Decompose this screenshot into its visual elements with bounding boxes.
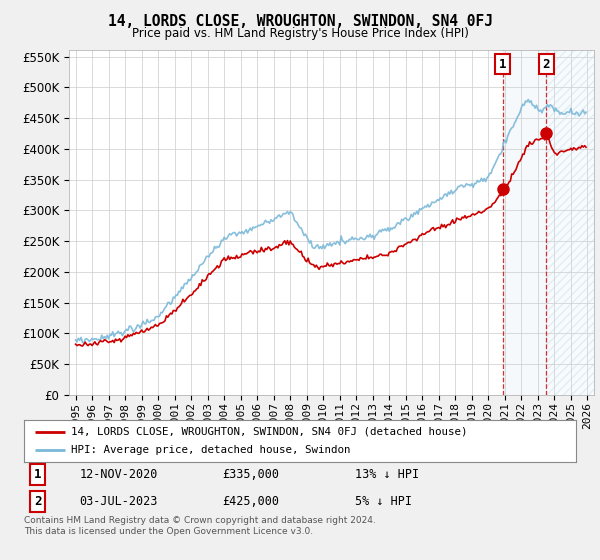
- Text: 14, LORDS CLOSE, WROUGHTON, SWINDON, SN4 0FJ (detached house): 14, LORDS CLOSE, WROUGHTON, SWINDON, SN4…: [71, 427, 467, 437]
- Text: 1: 1: [499, 58, 506, 71]
- Text: 2: 2: [34, 495, 41, 508]
- Text: 03-JUL-2023: 03-JUL-2023: [79, 495, 158, 508]
- Text: 5% ↓ HPI: 5% ↓ HPI: [355, 495, 412, 508]
- Text: £425,000: £425,000: [223, 495, 280, 508]
- Text: 14, LORDS CLOSE, WROUGHTON, SWINDON, SN4 0FJ: 14, LORDS CLOSE, WROUGHTON, SWINDON, SN4…: [107, 14, 493, 29]
- Text: Price paid vs. HM Land Registry's House Price Index (HPI): Price paid vs. HM Land Registry's House …: [131, 27, 469, 40]
- Bar: [546, 50, 594, 395]
- Text: 13% ↓ HPI: 13% ↓ HPI: [355, 468, 419, 481]
- Bar: [503, 50, 546, 395]
- Text: Contains HM Land Registry data © Crown copyright and database right 2024.
This d: Contains HM Land Registry data © Crown c…: [24, 516, 376, 536]
- Text: 2: 2: [542, 58, 550, 71]
- Text: 12-NOV-2020: 12-NOV-2020: [79, 468, 158, 481]
- Bar: [546, 50, 594, 395]
- Text: £335,000: £335,000: [223, 468, 280, 481]
- Text: HPI: Average price, detached house, Swindon: HPI: Average price, detached house, Swin…: [71, 445, 350, 455]
- Text: 1: 1: [34, 468, 41, 481]
